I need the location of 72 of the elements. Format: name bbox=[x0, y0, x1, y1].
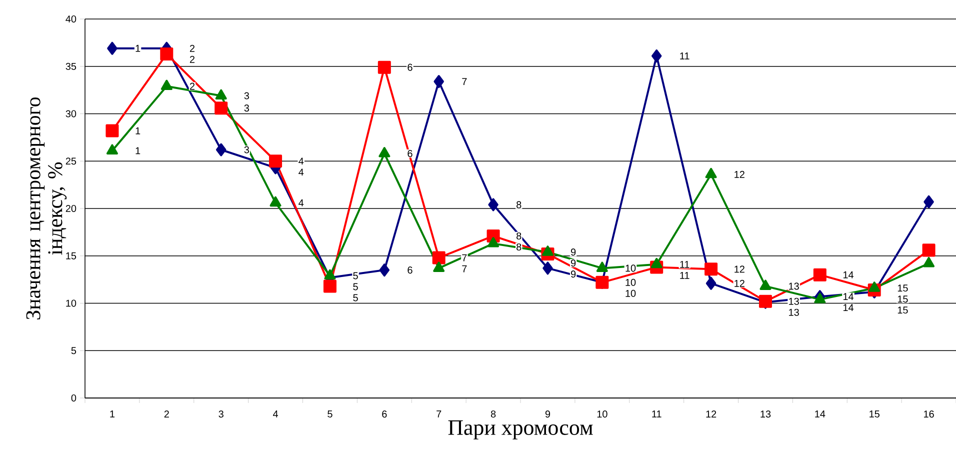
annotation: 9 bbox=[570, 248, 576, 256]
x-tick-label: 6 bbox=[382, 410, 387, 418]
y-tick-label: 0 bbox=[71, 394, 76, 402]
annotation: 14 bbox=[843, 271, 854, 278]
annotation: 14 bbox=[843, 304, 854, 312]
annotation: 6 bbox=[408, 150, 412, 158]
annotation: 11 bbox=[680, 260, 690, 268]
y-tick-label: 10 bbox=[66, 300, 76, 307]
annotation: 12 bbox=[734, 280, 744, 287]
annotation: 8 bbox=[516, 201, 522, 208]
x-tick-label: 8 bbox=[490, 410, 496, 418]
x-tick-label: 15 bbox=[870, 410, 880, 418]
annotation: 2 bbox=[190, 56, 195, 63]
x-tick-label: 9 bbox=[545, 410, 550, 418]
x-tick-label: 2 bbox=[164, 410, 169, 418]
annotation: 4 bbox=[298, 199, 304, 206]
annotation: 11 bbox=[680, 272, 690, 279]
annotation: 6 bbox=[408, 64, 412, 71]
annotation: 5 bbox=[353, 283, 358, 290]
annotation: 2 bbox=[190, 44, 195, 52]
annotation: 4 bbox=[298, 158, 304, 165]
y-tick-label: 40 bbox=[66, 15, 76, 23]
x-tick-label: 7 bbox=[436, 410, 442, 418]
annotation: 10 bbox=[626, 290, 636, 297]
annotation: 10 bbox=[626, 264, 636, 272]
x-tick-label: 5 bbox=[328, 410, 332, 418]
annotation: 4 bbox=[298, 168, 304, 176]
annotation: 12 bbox=[734, 170, 744, 178]
annotation: 13 bbox=[789, 308, 799, 316]
annotation: 13 bbox=[789, 282, 799, 290]
annotation: 7 bbox=[462, 78, 467, 85]
y-tick-label: 15 bbox=[66, 252, 76, 260]
annotation: 12 bbox=[734, 266, 744, 273]
x-tick-label: 11 bbox=[652, 410, 662, 418]
x-tick-label: 13 bbox=[760, 410, 771, 418]
annotation: 15 bbox=[898, 284, 908, 292]
annotation: 3 bbox=[244, 92, 250, 100]
annotation: 9 bbox=[570, 270, 576, 278]
annotation: 11 bbox=[680, 52, 690, 60]
annotation: 3 bbox=[244, 104, 250, 112]
x-tick-label: 4 bbox=[273, 410, 278, 418]
annotation: 15 bbox=[898, 296, 908, 303]
y-axis-title: Значення центромерного індексу, % bbox=[26, 97, 67, 320]
x-tick-label: 3 bbox=[218, 410, 224, 418]
x-tick-label: 12 bbox=[706, 410, 716, 418]
x-tick-label: 1 bbox=[110, 410, 115, 418]
annotation: 15 bbox=[898, 306, 908, 314]
annotation: 7 bbox=[462, 254, 467, 262]
annotation: 5 bbox=[353, 294, 358, 302]
y-tick-label: 20 bbox=[66, 204, 76, 212]
annotation: 10 bbox=[626, 278, 636, 286]
annotation: 1 bbox=[136, 44, 140, 52]
annotation: 2 bbox=[190, 82, 195, 90]
x-tick-label: 10 bbox=[597, 410, 608, 418]
annotation: 1 bbox=[136, 147, 140, 154]
y-tick-label: 35 bbox=[66, 62, 76, 70]
annotation: 6 bbox=[408, 266, 412, 274]
y-tick-label: 5 bbox=[71, 347, 76, 354]
annotation: 13 bbox=[789, 298, 799, 305]
annotation: 9 bbox=[570, 260, 576, 267]
annotation: 8 bbox=[516, 243, 522, 250]
annotation: 3 bbox=[244, 146, 250, 154]
annotation: 1 bbox=[136, 127, 140, 134]
annotation: 5 bbox=[353, 272, 358, 280]
x-tick-label: 14 bbox=[815, 410, 826, 418]
x-tick-label: 16 bbox=[924, 410, 934, 418]
x-axis-title: Пари хромосом bbox=[448, 420, 593, 440]
annotation: 8 bbox=[516, 232, 522, 240]
y-tick-label: 25 bbox=[66, 158, 76, 165]
y-tick-label: 30 bbox=[66, 110, 76, 118]
annotation: 14 bbox=[843, 293, 854, 300]
annotation: 7 bbox=[462, 265, 467, 272]
